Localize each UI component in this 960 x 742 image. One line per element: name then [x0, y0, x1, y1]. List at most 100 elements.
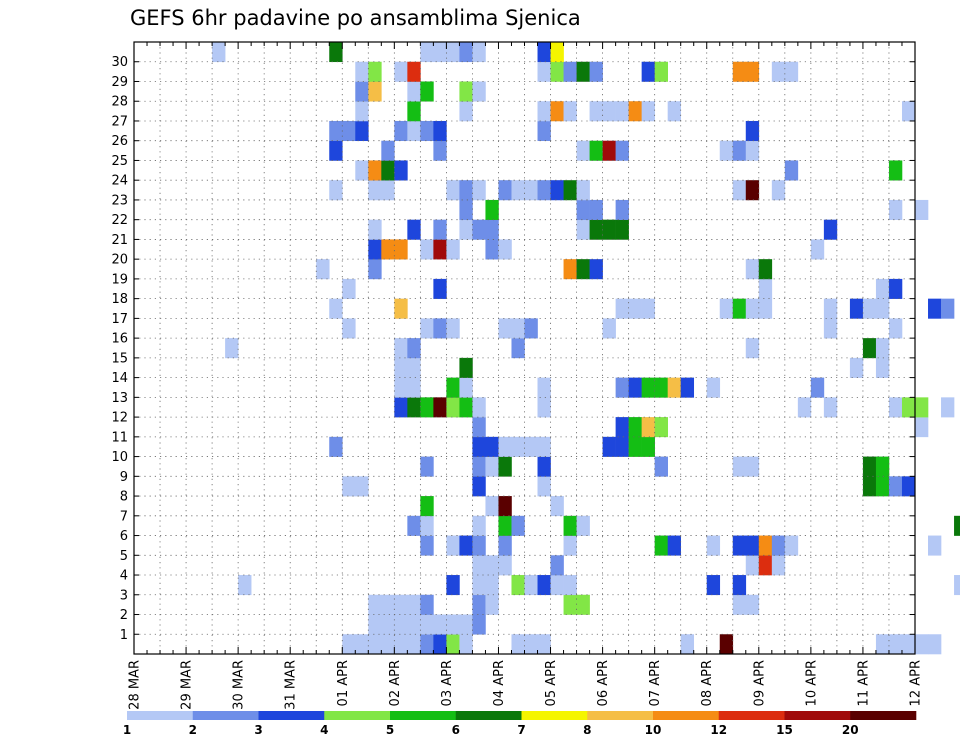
heatmap-cell — [875, 357, 890, 378]
heatmap-cell — [446, 377, 460, 398]
heatmap-cell — [862, 298, 877, 319]
colorbar-label: 20 — [842, 723, 859, 737]
heatmap-cell — [420, 515, 434, 536]
heatmap-cell — [446, 180, 460, 201]
heatmap-cell — [355, 160, 369, 181]
heatmap-cell — [875, 634, 890, 655]
heatmap-cell — [875, 456, 890, 477]
heatmap-cell — [901, 476, 916, 497]
heatmap-cell — [524, 180, 538, 201]
heatmap-cell — [862, 476, 877, 497]
y-tick-label: 11 — [111, 430, 128, 445]
heatmap-cell — [680, 634, 695, 655]
heatmap-cell — [654, 456, 668, 477]
heatmap-cell — [954, 515, 960, 536]
heatmap-cell — [823, 298, 838, 319]
heatmap-cell — [472, 515, 486, 536]
heatmap-cell — [758, 535, 773, 556]
heatmap-cell — [784, 535, 799, 556]
heatmap-cell — [888, 397, 903, 418]
y-tick-label: 12 — [111, 411, 128, 426]
heatmap-cell — [485, 496, 499, 517]
heatmap-cell — [550, 496, 564, 517]
heatmap-cell — [745, 298, 760, 319]
heatmap-cell — [420, 614, 434, 635]
heatmap-cell — [511, 338, 525, 359]
y-tick-label: 2 — [120, 608, 128, 623]
colorbar-swatch — [587, 711, 654, 720]
y-tick-label: 26 — [111, 134, 128, 149]
heatmap-cell — [615, 101, 629, 122]
heatmap-cell — [225, 338, 239, 359]
heatmap-cell — [355, 61, 369, 82]
heatmap-cell — [823, 318, 838, 339]
heatmap-cell — [928, 535, 942, 556]
heatmap-cell — [602, 318, 616, 339]
heatmap-cell — [459, 101, 473, 122]
y-tick-label: 30 — [111, 55, 128, 70]
y-tick-label: 6 — [120, 529, 128, 544]
heatmap-cell — [394, 594, 408, 615]
colorbar-label: 8 — [583, 723, 591, 737]
y-tick-label: 13 — [111, 391, 128, 406]
heatmap-cell — [537, 377, 551, 398]
heatmap-cell — [745, 61, 760, 82]
heatmap-cell — [394, 239, 408, 260]
y-tick-label: 19 — [111, 272, 128, 287]
heatmap-cell — [433, 239, 447, 260]
colorbar-swatch — [258, 711, 325, 720]
heatmap-cell — [823, 397, 838, 418]
heatmap-cell — [459, 614, 473, 635]
heatmap-cell — [602, 436, 616, 457]
heatmap-cell — [602, 219, 616, 240]
colorbar-label: 5 — [386, 723, 394, 737]
heatmap-cell — [641, 377, 655, 398]
heatmap-cell — [329, 180, 343, 201]
y-tick-label: 21 — [111, 233, 128, 248]
heatmap-cell — [433, 278, 447, 299]
cells-layer — [212, 42, 960, 655]
heatmap-cell — [368, 81, 382, 102]
colorbar-swatch — [784, 711, 851, 720]
heatmap-cell — [407, 338, 421, 359]
heatmap-cell — [407, 61, 421, 82]
heatmap-cell — [563, 515, 577, 536]
heatmap-cell — [498, 555, 512, 576]
colorbar-label: 10 — [645, 723, 662, 737]
heatmap-cell — [433, 219, 447, 240]
heatmap-cell — [563, 180, 577, 201]
colorbar-swatch — [192, 711, 259, 720]
heatmap-cell — [680, 377, 695, 398]
heatmap-cell — [915, 199, 929, 220]
heatmap-cell — [849, 357, 864, 378]
heatmap-cell — [706, 535, 721, 556]
heatmap-cell — [875, 476, 890, 497]
heatmap-cell — [784, 160, 799, 181]
heatmap-cell — [641, 436, 655, 457]
heatmap-cell — [485, 436, 499, 457]
heatmap-cell — [576, 140, 590, 161]
heatmap-cell — [758, 278, 773, 299]
heatmap-cell — [537, 42, 551, 63]
heatmap-cell — [667, 101, 681, 122]
heatmap-cell — [732, 535, 747, 556]
heatmap-cell — [732, 180, 747, 201]
heatmap-cell — [472, 81, 486, 102]
heatmap-cell — [355, 120, 369, 142]
heatmap-cell — [446, 634, 460, 655]
heatmap-cell — [420, 456, 434, 477]
heatmap-cell — [862, 338, 877, 359]
heatmap-cell — [407, 614, 421, 635]
x-tick-label: 12 APR — [909, 660, 924, 706]
heatmap-cell — [446, 42, 460, 63]
heatmap-cell — [758, 259, 773, 280]
heatmap-cell — [420, 318, 434, 339]
heatmap-cell — [537, 397, 551, 418]
heatmap-cell — [446, 614, 460, 635]
heatmap-cell — [615, 417, 629, 438]
heatmap-cell — [537, 476, 551, 497]
heatmap-cell — [537, 456, 551, 477]
heatmap-cell — [628, 417, 642, 438]
heatmap-cell — [238, 575, 252, 596]
heatmap-cell — [537, 436, 551, 457]
